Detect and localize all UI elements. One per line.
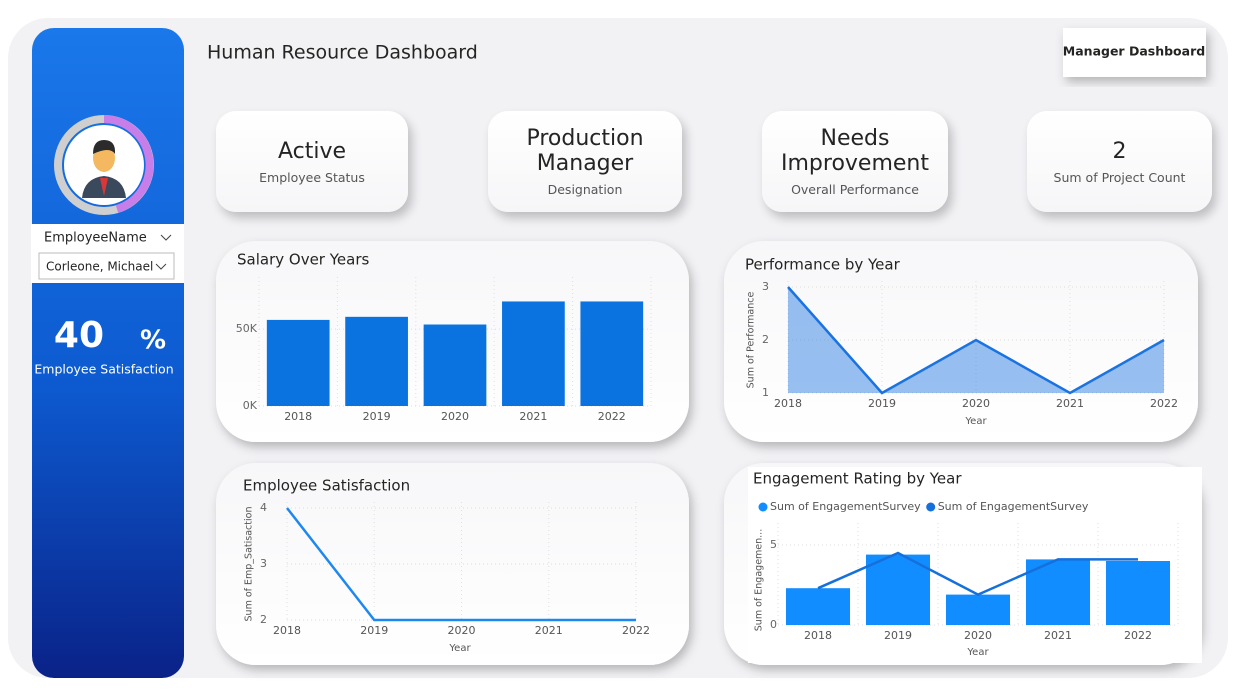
- kpi-card: Active Employee Status: [216, 111, 408, 212]
- y-tick-label: 0K: [243, 399, 258, 412]
- chevron: [160, 234, 172, 241]
- bar: [266, 319, 330, 406]
- x-tick-label: 2020: [448, 624, 476, 637]
- x-tick-label: 2021: [1056, 397, 1084, 410]
- nav-button-label[interactable]: Manager Dashboard: [1063, 44, 1205, 59]
- avatar-arc: [103, 115, 154, 213]
- x-axis-label: Year: [966, 647, 989, 658]
- y-tick-label: 50K: [236, 322, 258, 335]
- x-tick-label: 2018: [804, 629, 832, 642]
- slicer-dropdown[interactable]: [38, 252, 175, 280]
- kpi-value: Active: [277, 138, 347, 164]
- x-tick-label: 2019: [884, 629, 912, 642]
- x-axis-label: Year: [964, 416, 987, 427]
- x-tick-label: 2018: [774, 397, 802, 410]
- line: [787, 286, 1165, 395]
- legend-label: Sum of EngagementSurvey: [938, 500, 1089, 513]
- y-tick-label: 2: [762, 333, 769, 346]
- bar: [866, 554, 930, 625]
- x-tick-label: 2019: [868, 397, 896, 410]
- y-tick-label: 2: [260, 613, 267, 626]
- kpi-label: Overall Performance: [791, 182, 919, 197]
- chart-panel: [216, 463, 689, 665]
- x-tick-label: 2019: [363, 410, 391, 423]
- y-axis-label: Sum of Engagemen...: [754, 529, 765, 631]
- y-axis-label: Sum of Performance: [746, 291, 757, 388]
- chart-title: Engagement Rating by Year: [753, 470, 962, 488]
- line: [286, 507, 636, 622]
- x-tick-label: 2022: [1150, 397, 1178, 410]
- kpi-card: Production Manager Designation: [488, 111, 682, 212]
- chart-panel: [724, 241, 1198, 442]
- avatar-hair: [93, 140, 116, 154]
- satisfaction-value: 40: [54, 315, 104, 356]
- legend-swatch: [758, 502, 768, 512]
- x-tick-label: 2021: [1044, 629, 1072, 642]
- x-tick-label: 2022: [622, 624, 650, 637]
- bar: [1106, 561, 1170, 625]
- kpi-label: Designation: [547, 182, 623, 197]
- bar: [946, 594, 1010, 625]
- chart-title: Employee Satisfaction: [243, 477, 410, 495]
- chart-title: Salary Over Years: [237, 251, 369, 269]
- dashboard-title: Human Resource Dashboard: [207, 42, 478, 64]
- kpi-label: Sum of Project Count: [1053, 169, 1186, 185]
- chevron: [155, 263, 167, 270]
- y-axis-label: Sum of Emp_Satisaction: [244, 507, 255, 622]
- x-axis-label: Year: [448, 643, 471, 654]
- x-tick-label: 2021: [535, 624, 563, 637]
- nav-button[interactable]: [1063, 28, 1206, 77]
- bar: [1026, 559, 1090, 625]
- kpi-card: Needs Improvement Overall Performance: [762, 111, 948, 212]
- y-tick-label: 1: [762, 386, 769, 399]
- kpi-value: Needs Improvement: [781, 126, 929, 176]
- x-tick-label: 2022: [1124, 629, 1152, 642]
- avatar-tie: [100, 178, 108, 196]
- legend-swatch: [926, 502, 936, 512]
- bar: [502, 301, 565, 406]
- bar: [580, 301, 644, 406]
- kpi-value: Production Manager: [526, 126, 644, 176]
- satisfaction-label: Employee Satisfaction: [34, 362, 173, 377]
- x-tick-label: 2020: [964, 629, 992, 642]
- bar: [345, 316, 408, 406]
- bar: [786, 588, 850, 625]
- x-tick-label: 2021: [519, 410, 547, 423]
- y-tick-label: 3: [762, 280, 769, 293]
- x-tick-label: 2022: [598, 410, 626, 423]
- y-tick-label: 3: [260, 557, 267, 570]
- x-tick-label: 2020: [441, 410, 469, 423]
- slicer-value[interactable]: Corleone, Michael: [46, 260, 153, 274]
- y-tick-label: 0: [770, 618, 777, 631]
- y-tick-label: 4: [260, 501, 267, 514]
- kpi-value: 2: [1112, 138, 1127, 164]
- kpi-label: Employee Status: [259, 169, 365, 185]
- kpi-card: 2 Sum of Project Count: [1027, 111, 1212, 212]
- slicer-label: EmployeeName: [44, 231, 147, 246]
- x-tick-label: 2019: [360, 624, 388, 637]
- chart-title: Performance by Year: [745, 256, 901, 274]
- legend-label: Sum of EngagementSurvey: [770, 500, 921, 513]
- x-tick-label: 2018: [273, 624, 301, 637]
- x-tick-label: 2018: [284, 410, 312, 423]
- y-tick-label: 5: [770, 538, 777, 551]
- line: [817, 551, 1138, 596]
- satisfaction-unit: %: [140, 326, 166, 356]
- bar: [423, 324, 487, 406]
- x-tick-label: 2020: [962, 397, 990, 410]
